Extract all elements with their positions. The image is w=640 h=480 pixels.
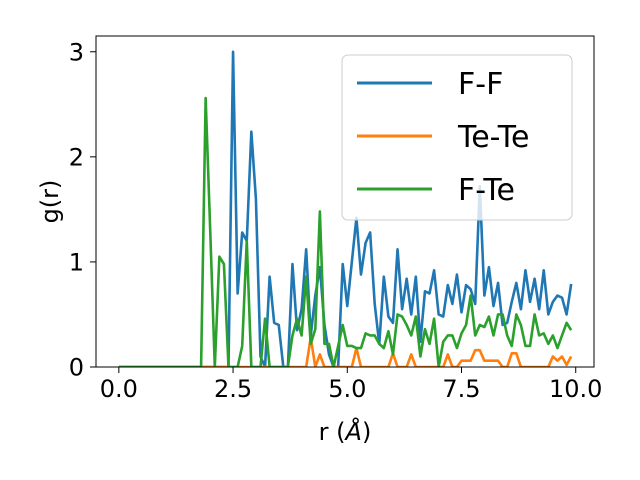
y-axis-ticks: 0 1 2 3 (69, 38, 96, 382)
x-tick-label: 10.0 (549, 375, 602, 403)
y-tick-label: 0 (69, 354, 84, 382)
plot-area (95, 35, 595, 368)
series-line-3 (118, 96, 573, 367)
legend-box (341, 54, 573, 221)
legend-label-2: Te-Te (457, 120, 529, 155)
x-axis-label: r (Å) (319, 417, 372, 446)
x-tick-label: 7.5 (442, 375, 480, 403)
legend: F-F Te-Te F-Te (341, 54, 573, 221)
legend-label-3: F-Te (458, 173, 515, 208)
x-tick-label: 2.5 (214, 375, 252, 403)
y-tick-label: 2 (69, 143, 84, 171)
series-line-2 (118, 336, 573, 367)
x-tick-label: 5.0 (328, 375, 366, 403)
y-axis-label: g(r) (36, 180, 64, 224)
y-tick-label: 1 (69, 248, 84, 276)
series-line-1 (118, 50, 573, 367)
series-layer (118, 50, 573, 367)
x-axis-ticks: 0.0 2.5 5.0 7.5 10.0 (100, 367, 602, 403)
legend-label-1: F-F (458, 67, 503, 102)
x-tick-label: 0.0 (100, 375, 138, 403)
y-tick-label: 3 (69, 38, 84, 66)
axes-frame (95, 35, 595, 368)
